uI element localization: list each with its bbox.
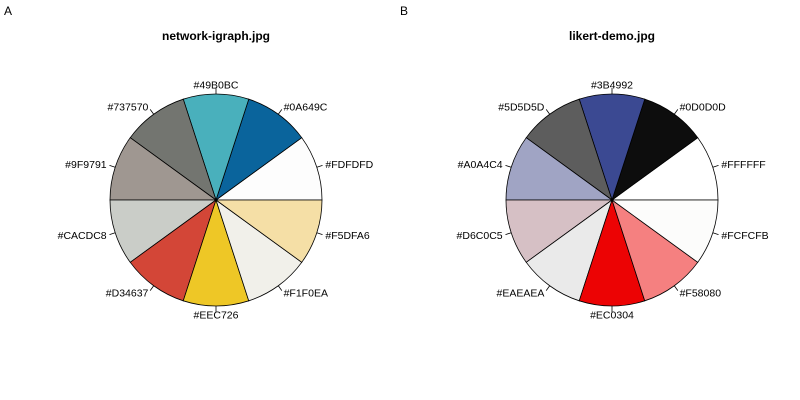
pie-label-b-5: #A0A4C4 [458, 159, 503, 171]
pie-tick-a-1 [316, 165, 323, 168]
pie-tick-a-4 [149, 109, 155, 115]
pie-tick-b-10 [712, 232, 719, 235]
pie-panel-b: B likert-demo.jpg #FFFFFF#0D0D0D#3B4992#… [400, 4, 769, 322]
chart-title-b: likert-demo.jpg [569, 29, 655, 43]
panel-letter-a: A [4, 4, 12, 18]
pie-label-b-6: #D6C0C5 [457, 230, 503, 242]
pie-tick-b-9 [673, 285, 679, 291]
pie-tick-a-2 [277, 109, 283, 115]
pie-label-a-2: #0A649C [284, 102, 328, 114]
pie-tick-a-5 [109, 165, 116, 168]
pie-tick-b-7 [545, 285, 551, 291]
panel-letter-b: B [400, 4, 408, 18]
pie-panel-a: A network-igraph.jpg #FDFDFD #0A649C #49B0… [4, 4, 374, 322]
pie-label-a-1: #FDFDFD [325, 159, 373, 171]
pie-tick-b-6 [505, 232, 512, 235]
pie-tick-b-2 [673, 109, 679, 115]
pie-label-b-7: #EAEAEA [497, 288, 545, 300]
pie-label-b-4: #5D5D5D [498, 102, 545, 114]
pie-label-b-3: #3B4992 [591, 80, 633, 92]
pie-label-b-2: #0D0D0D [680, 102, 727, 114]
pie-labels-b: #FFFFFF #0D0D0D #3B4992 #5D5D5D #A0A4C4 #D6C0… [457, 80, 769, 322]
pie-label-b-10: #FCFCFB [721, 230, 768, 242]
pie-label-a-7: #D34637 [106, 288, 149, 300]
chart-title-a: network-igraph.jpg [162, 29, 270, 43]
pie-labels-a: #FDFDFD #0A649C #49B0BC #737570 #9F9791 #CACD… [58, 80, 374, 322]
pie-tick-a-7 [149, 285, 155, 291]
pie-tick-b-5 [505, 165, 512, 168]
pie-tick-b-1 [712, 165, 719, 168]
pie-label-a-8: #EEC726 [194, 310, 239, 322]
pie-tick-a-6 [109, 232, 116, 235]
pie-tick-b-4 [545, 109, 551, 115]
pie-label-a-6: #CACDC8 [58, 230, 107, 242]
pie-slices-a [109, 93, 323, 307]
pie-label-a-10: #F5DFA6 [325, 230, 370, 242]
pie-label-b-8: #EC0304 [590, 310, 634, 322]
pie-slices-b [505, 93, 719, 307]
pie-label-b-9: #F58080 [680, 288, 722, 300]
pie-label-a-5: #9F9791 [65, 159, 107, 171]
pie-label-a-4: #737570 [108, 102, 149, 114]
pie-label-b-1: #FFFFFF [721, 159, 765, 171]
pie-label-a-9: #F1F0EA [284, 288, 328, 300]
pie-label-a-3: #49B0BC [194, 80, 239, 92]
pie-tick-a-10 [316, 232, 323, 235]
pie-tick-a-9 [277, 285, 283, 291]
